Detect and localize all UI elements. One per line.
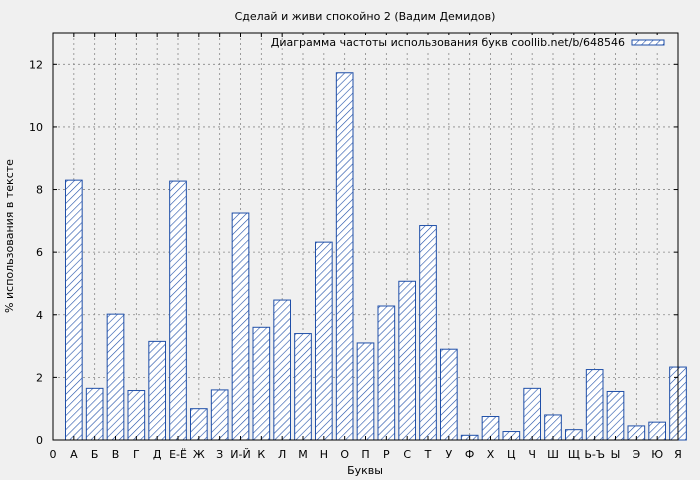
bar-12: [294, 333, 312, 441]
x-tick-label: Н: [320, 448, 328, 461]
bar-14: [335, 72, 354, 441]
x-tick-label: Ф: [465, 448, 474, 461]
bar-3: [106, 313, 125, 441]
bar-26: [585, 369, 604, 441]
bar-4: [127, 390, 146, 441]
x-tick-label: Ь-Ъ: [584, 448, 605, 461]
bar-17: [398, 280, 417, 441]
bar-10: [252, 326, 271, 441]
x-tick-label: В: [112, 448, 120, 461]
bar-27: [606, 390, 625, 441]
y-axis-ticks: 0 2 4 6 8 10 12: [29, 58, 678, 447]
bar-23: [523, 387, 541, 441]
bar-6: [169, 180, 187, 441]
bar-8: [210, 389, 229, 441]
x-tick-label: К: [257, 448, 265, 461]
x-tick-label: Б: [91, 448, 99, 461]
y-tick-label: 8: [36, 184, 43, 197]
bar-19: [440, 348, 458, 441]
y-tick-label: 0: [36, 434, 43, 447]
bar-15: [356, 342, 375, 441]
y-axis-label: % использования в тексте: [3, 159, 16, 313]
x-tick-label: Ч: [528, 448, 536, 461]
bar-9: [231, 212, 250, 441]
x-tick-label: И-Й: [230, 448, 250, 461]
x-tick-label: Ы: [611, 448, 621, 461]
x-axis-ticks: А Б В Г Д Е-Ё Ж З И-Й К Л М Н О П Р С Т У Ф Х Ц Ч Ш Щ Ь-Ъ Ы Э Ю Я: [70, 33, 682, 461]
y-tick-label: 2: [36, 371, 43, 384]
bar-13: [315, 241, 333, 441]
x-axis-label: Буквы: [347, 464, 383, 477]
bar-16: [377, 305, 396, 441]
x-tick-label: Щ: [568, 448, 580, 461]
x-tick-label: Т: [424, 448, 432, 461]
x-tick-label: Д: [153, 448, 162, 461]
y-tick-label: 12: [29, 58, 43, 71]
chart-title: Сделай и живи спокойно 2 (Вадим Демидов): [235, 10, 496, 23]
bar-11: [273, 299, 292, 441]
x-tick-label: П: [361, 448, 369, 461]
bar-18: [419, 225, 437, 441]
x-tick-label: Р: [383, 448, 390, 461]
x-tick-label: Ж: [193, 448, 205, 461]
x-tick-label: С: [403, 448, 411, 461]
x-tick-label: Ц: [507, 448, 516, 461]
x-tick-label: Е-Ё: [169, 448, 187, 461]
x-tick-label: О: [340, 448, 349, 461]
bar-2: [85, 387, 104, 441]
x-tick-label: Я: [674, 448, 682, 461]
legend-bg: [284, 35, 676, 50]
x-origin-label: 0: [50, 448, 57, 461]
legend-label: Диаграмма частоты использования букв coo…: [271, 36, 625, 49]
legend: Диаграмма частоты использования букв coo…: [271, 35, 676, 50]
x-tick-label: Л: [278, 448, 286, 461]
y-tick-label: 10: [29, 121, 43, 134]
x-tick-label: Ю: [651, 448, 663, 461]
x-tick-label: Э: [632, 448, 640, 461]
x-tick-label: Г: [133, 448, 140, 461]
x-tick-label: З: [216, 448, 223, 461]
x-tick-label: М: [298, 448, 308, 461]
y-tick-label: 4: [36, 309, 43, 322]
x-tick-label: Ш: [547, 448, 559, 461]
bar-7: [190, 408, 208, 441]
bar-5: [148, 340, 166, 441]
y-tick-label: 6: [36, 246, 43, 259]
bar-1: [65, 179, 83, 441]
legend-swatch: [631, 39, 665, 46]
grid: [53, 33, 679, 440]
x-tick-label: Х: [487, 448, 495, 461]
x-tick-label: У: [445, 448, 452, 461]
x-tick-label: А: [70, 448, 78, 461]
